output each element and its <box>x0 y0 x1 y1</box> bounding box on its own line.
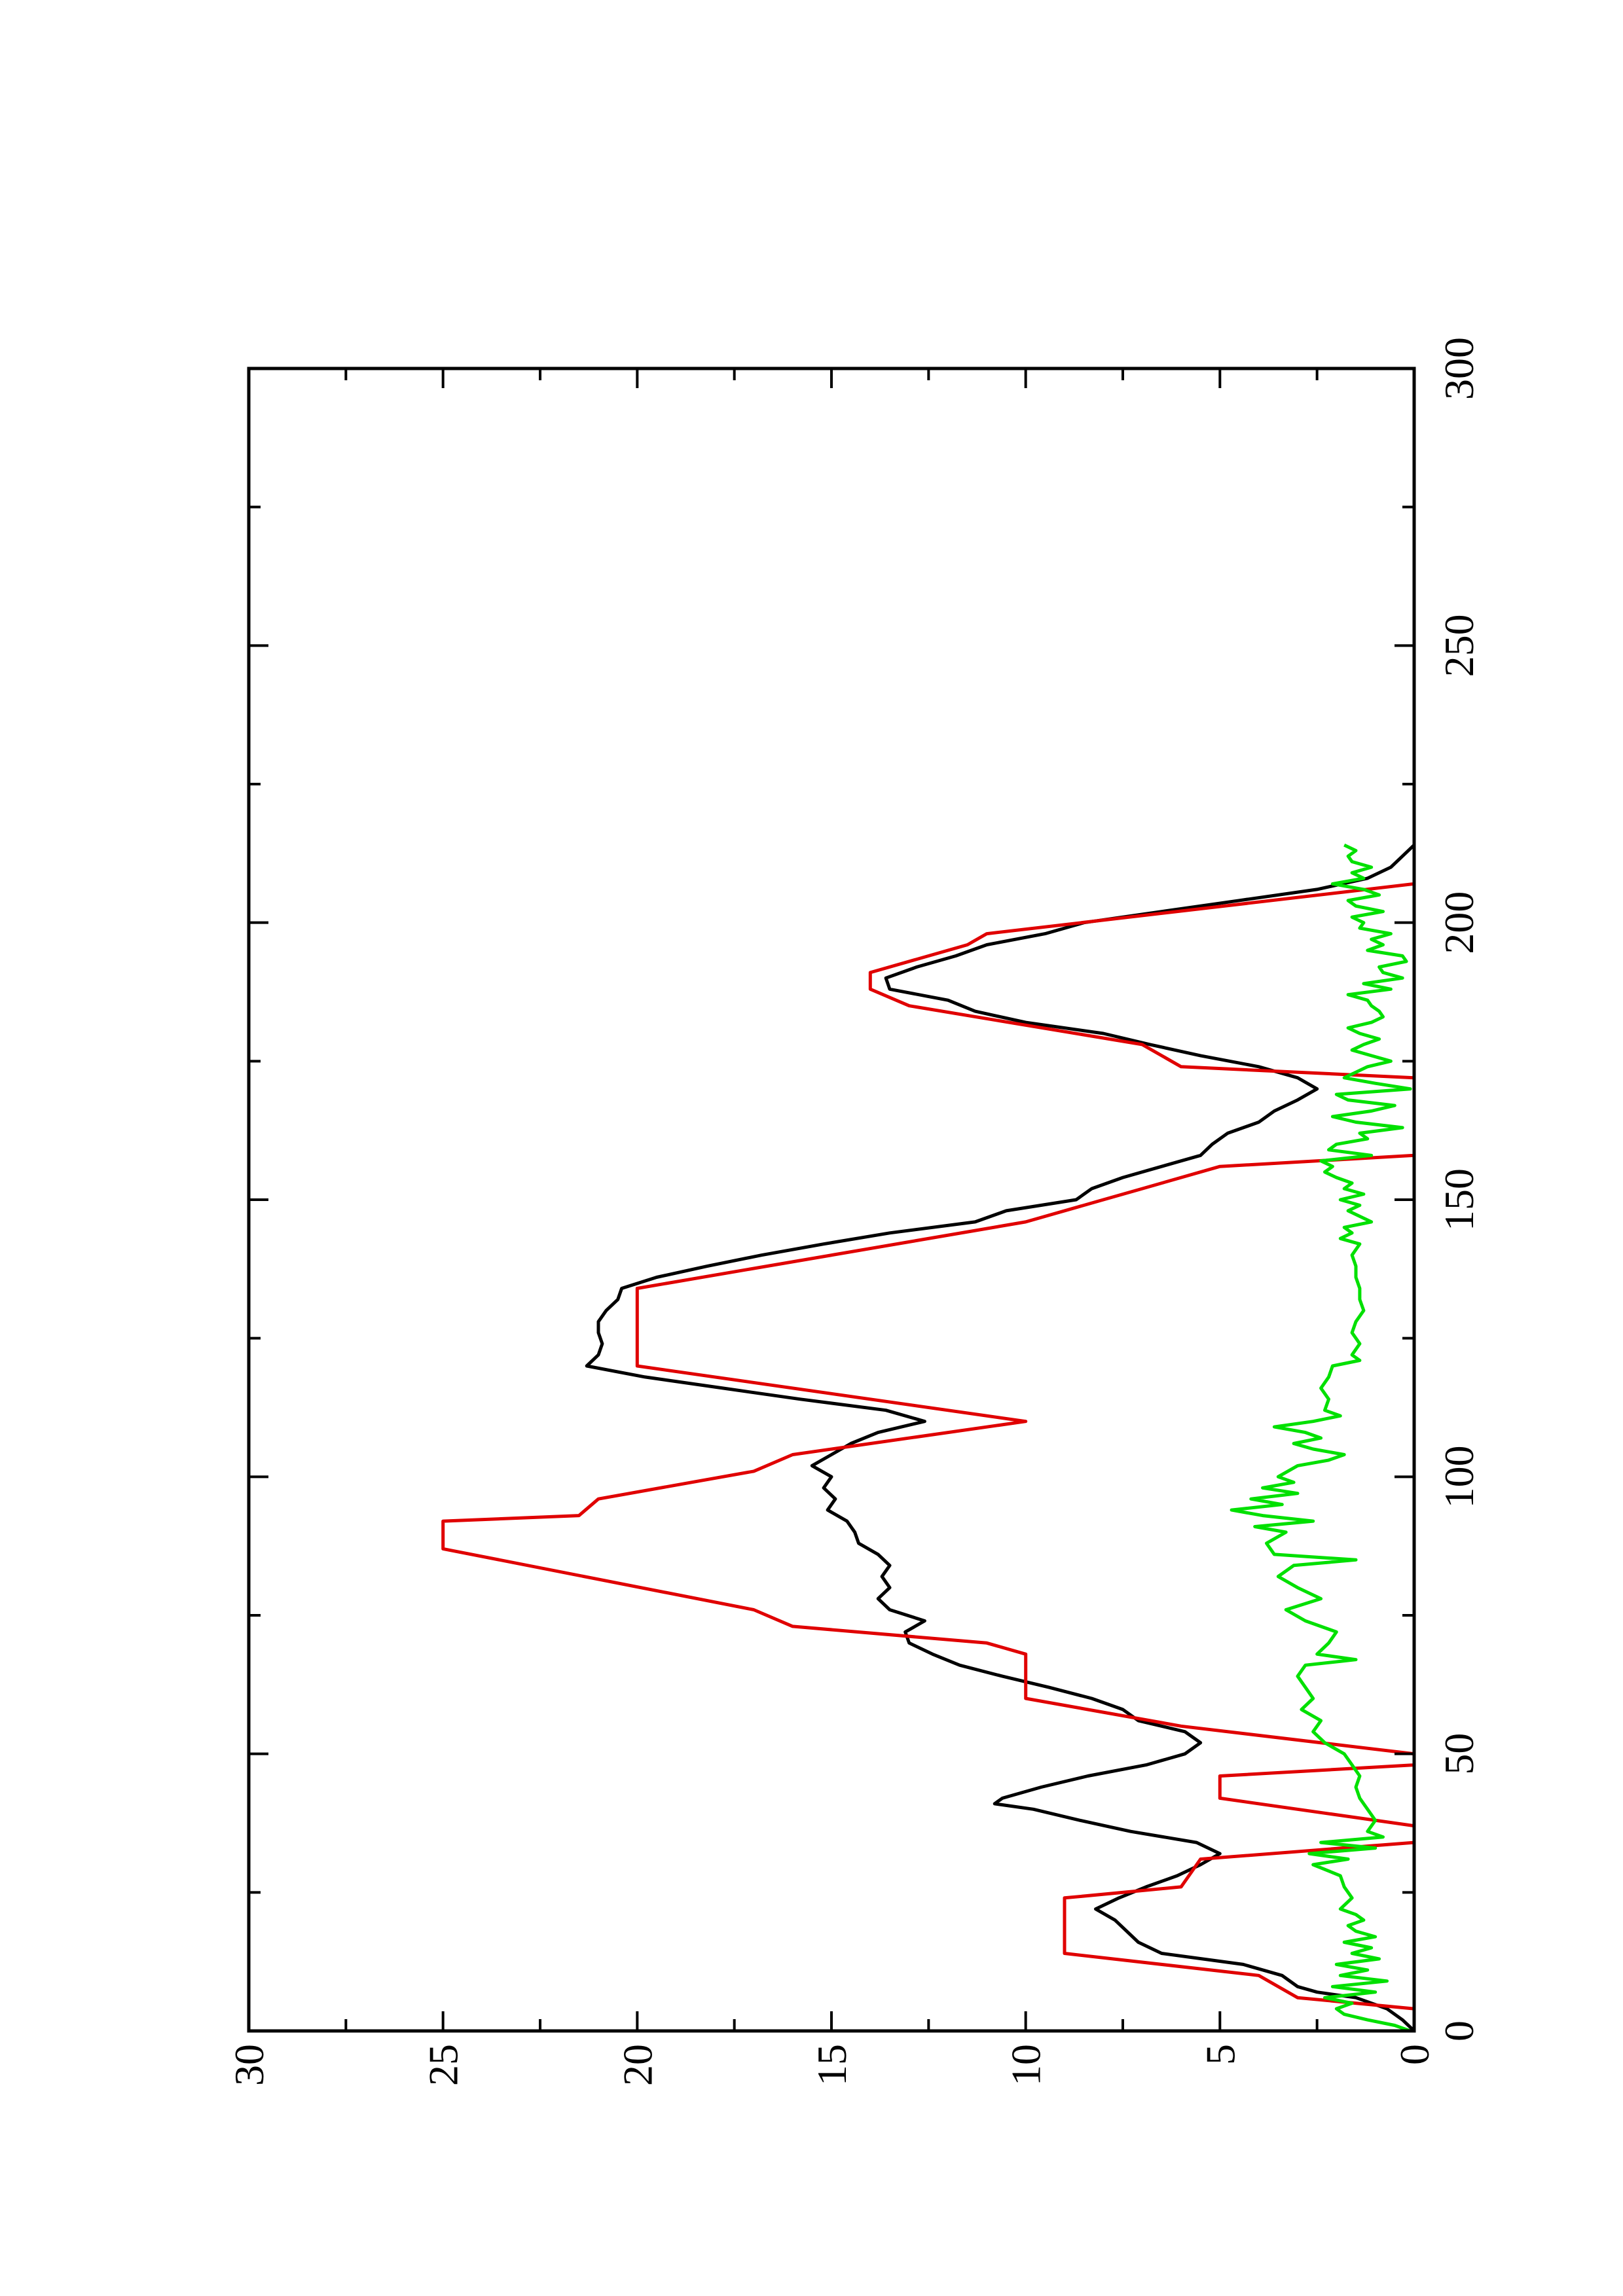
y-tick-label: 10 <box>1003 2044 1049 2086</box>
x-tick-label: 50 <box>1436 1733 1482 1775</box>
y-tick-label: 0 <box>1391 2044 1438 2065</box>
y-tick-label: 25 <box>420 2044 467 2086</box>
y-tick-label: 30 <box>226 2044 272 2086</box>
plot-area: 0 50 100 150 200 250 300 0 5 10 15 20 25 30 <box>226 337 1482 2086</box>
y-tick-label: 20 <box>614 2044 661 2086</box>
series-line-2 <box>441 845 1416 2031</box>
x-tick-label: 300 <box>1436 337 1482 400</box>
y-tick-label: 5 <box>1197 2044 1243 2065</box>
x-tick-label: 250 <box>1436 614 1482 677</box>
x-tick-label: 0 <box>1436 2020 1482 2041</box>
x-tick-label: 100 <box>1436 1445 1482 1508</box>
series-layer <box>441 843 1416 2033</box>
series-line-3 <box>1230 843 1412 2033</box>
y-tick-label: 15 <box>809 2044 855 2086</box>
y-tick-labels: 0 5 10 15 20 25 30 <box>226 2044 1438 2086</box>
x-tick-label: 200 <box>1436 891 1482 954</box>
x-tick-labels: 0 50 100 150 200 250 300 <box>1436 337 1482 2041</box>
ticks-layer <box>247 367 1415 2032</box>
plot-frame <box>247 367 1416 2033</box>
x-tick-label: 150 <box>1436 1168 1482 1231</box>
